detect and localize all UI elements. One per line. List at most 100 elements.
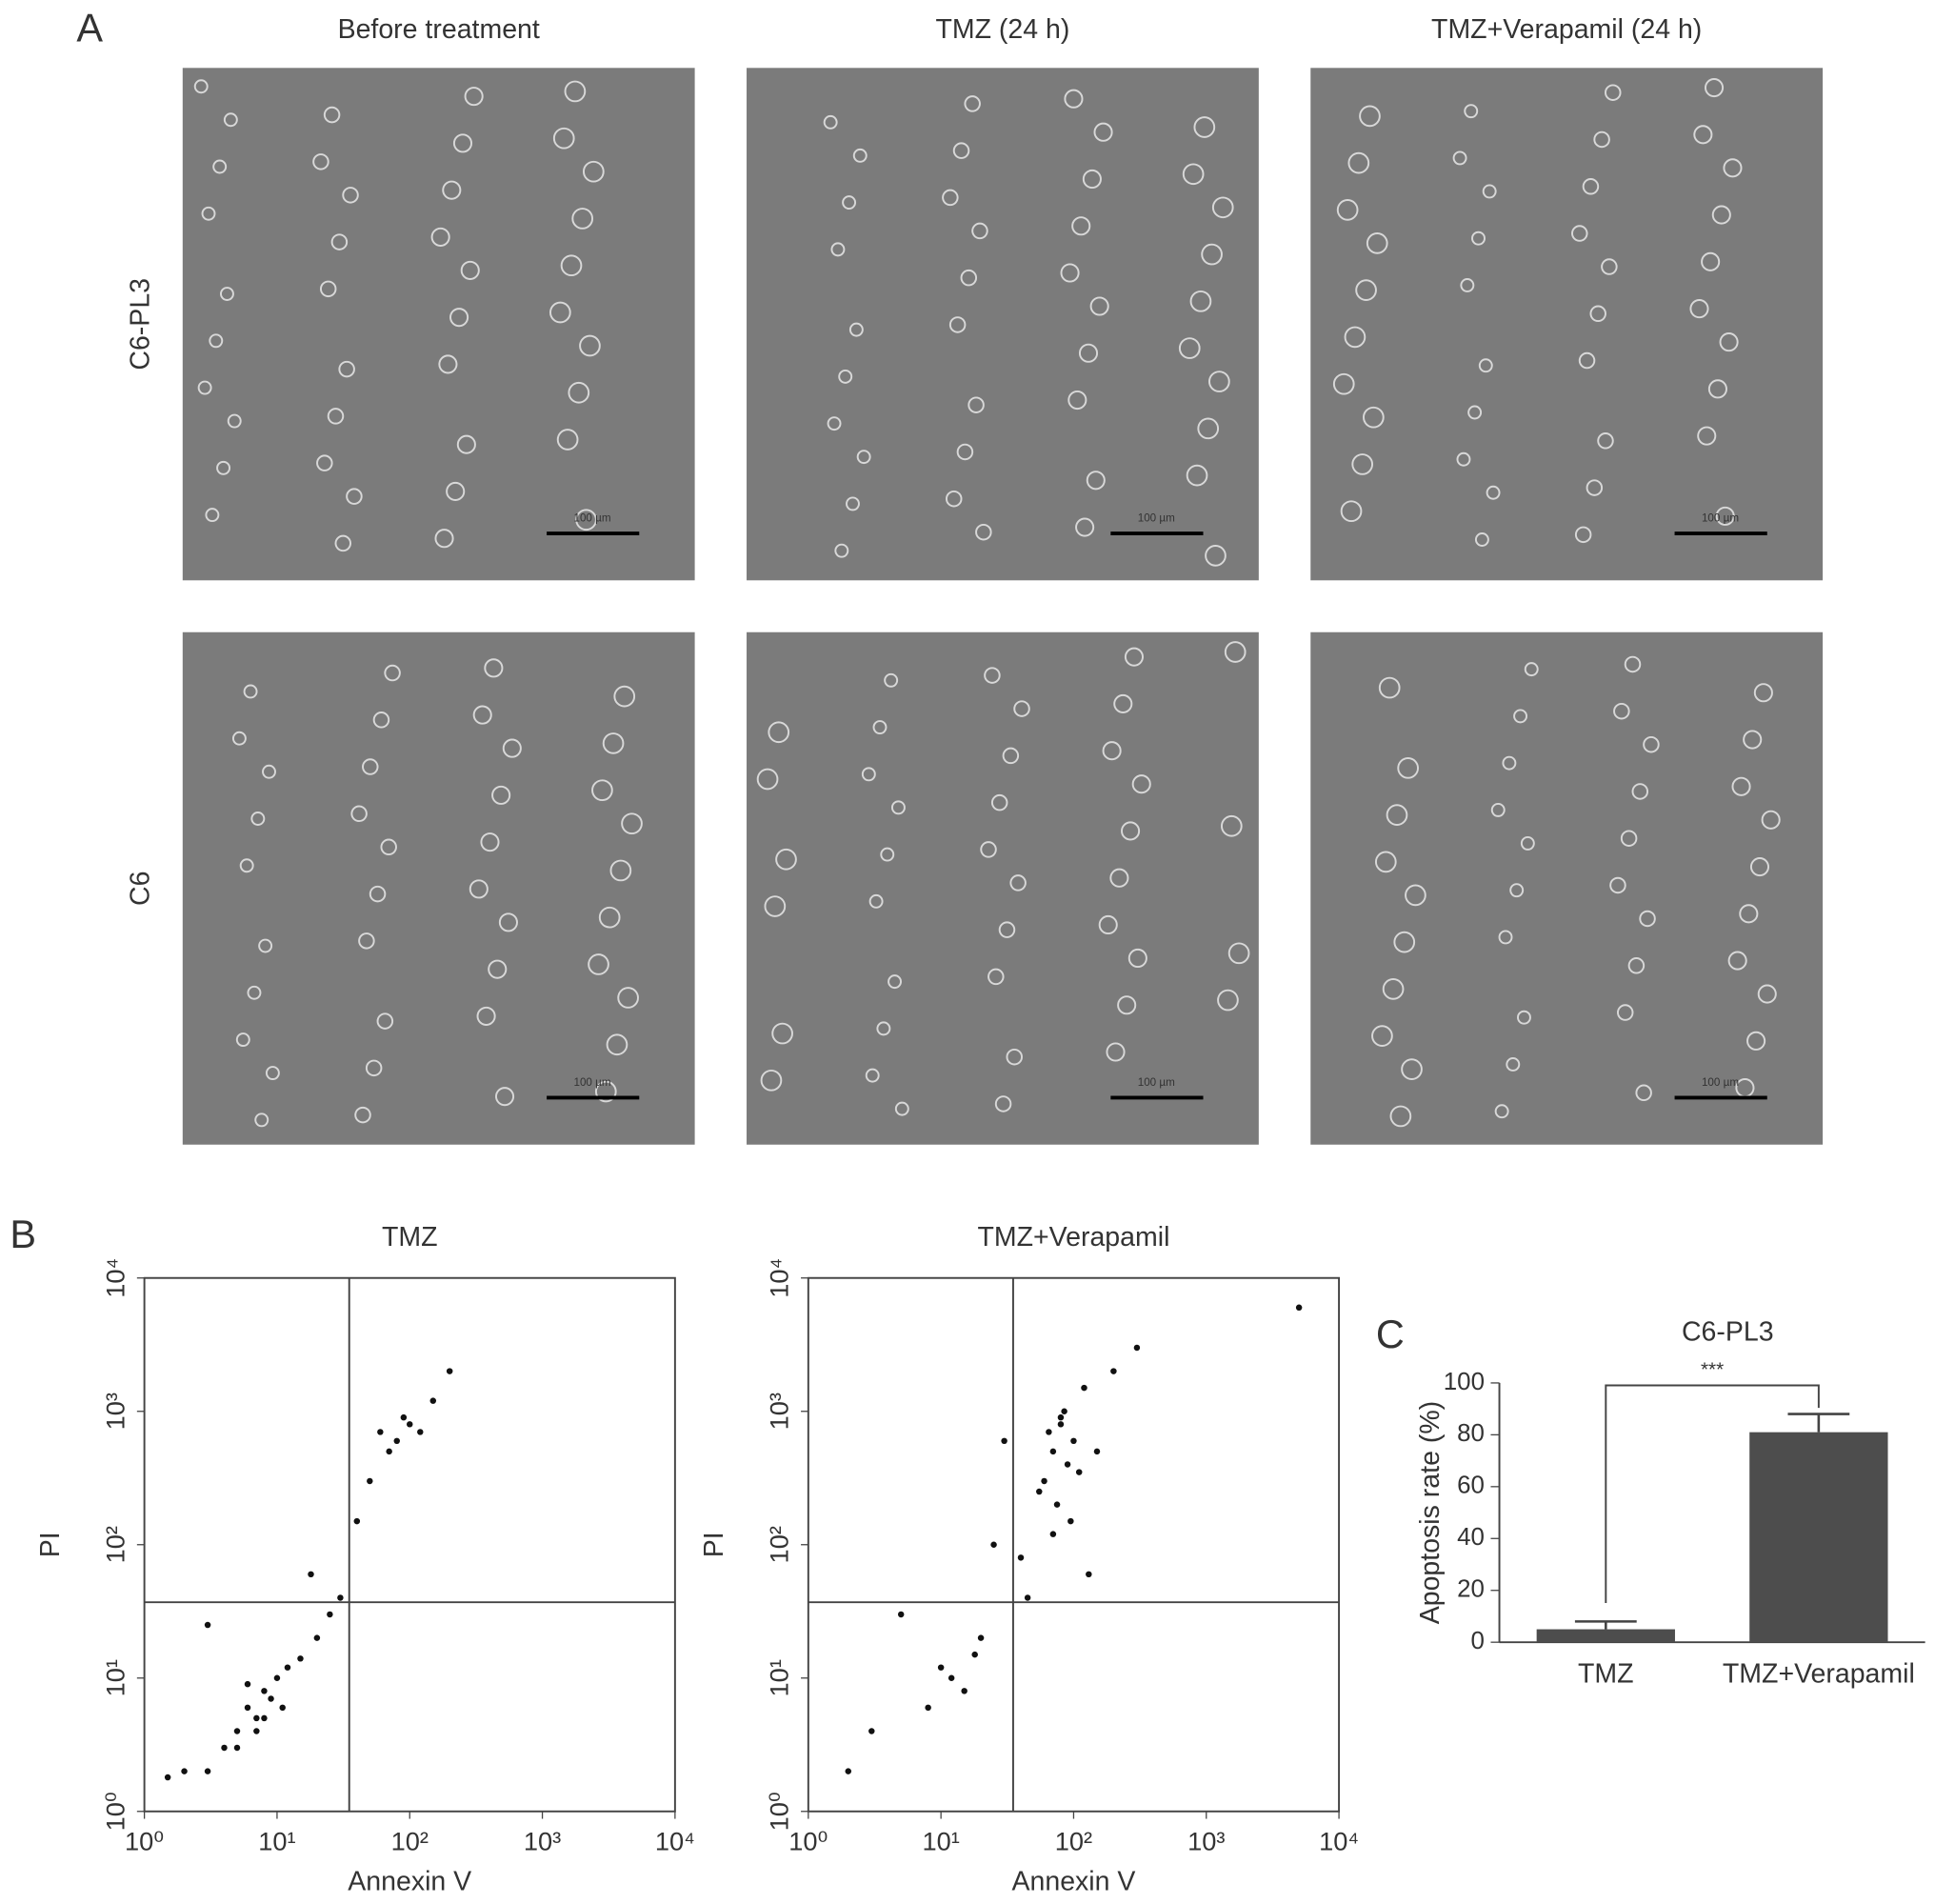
y-tick-label: 10¹: [765, 1659, 794, 1696]
cell: [456, 434, 476, 454]
plot-frame: [807, 1276, 1341, 1813]
cell: [1494, 1104, 1509, 1119]
cell: [1347, 151, 1370, 174]
event-point: [313, 1634, 321, 1641]
bar: [1749, 1432, 1888, 1643]
cell: [1456, 451, 1471, 467]
cell: [1374, 851, 1397, 873]
cell: [212, 159, 228, 174]
y-tick-label: 10⁰: [765, 1792, 794, 1831]
cell: [247, 985, 262, 1000]
cell: [1217, 989, 1239, 1012]
cell: [1378, 676, 1401, 699]
event-point: [327, 1611, 333, 1618]
event-point: [1067, 1517, 1074, 1525]
cell: [1382, 978, 1405, 1000]
cell: [209, 333, 224, 349]
y-tick-label: 60: [1457, 1473, 1485, 1499]
micrograph: [747, 68, 1259, 581]
cell: [549, 301, 571, 324]
cell: [1205, 545, 1227, 567]
column-title: TMZ+Verapamil (24 h): [1431, 14, 1702, 45]
panel-label: B: [10, 1212, 36, 1256]
cell: [1739, 904, 1759, 924]
cell: [1401, 1058, 1423, 1080]
event-point: [1075, 1469, 1083, 1475]
micrograph: [182, 68, 695, 581]
panel-label: C: [1376, 1312, 1405, 1356]
cell: [564, 80, 587, 103]
cell: [1355, 279, 1377, 301]
cell: [494, 1087, 515, 1107]
bar: [1536, 1629, 1675, 1643]
cell: [1201, 243, 1223, 266]
cell: [1460, 278, 1475, 292]
cell: [1189, 290, 1212, 312]
scale-bar-label: 100 µm: [573, 1076, 610, 1089]
event-point: [261, 1714, 268, 1722]
cell: [1589, 305, 1606, 323]
cell: [1486, 485, 1501, 500]
error-bar: [1787, 1413, 1850, 1433]
cell: [888, 974, 902, 990]
micrograph: [182, 631, 695, 1145]
cell: [1089, 296, 1109, 316]
event-point: [367, 1477, 373, 1485]
cell: [223, 112, 238, 128]
x-axis-label: Annexin V: [1011, 1866, 1135, 1896]
panel-label: A: [76, 5, 103, 50]
cell: [1452, 150, 1467, 166]
event-point: [244, 1704, 251, 1712]
cell: [1593, 130, 1610, 149]
x-tick-label: 10⁴: [1319, 1827, 1359, 1856]
cell: [1513, 709, 1528, 724]
cell: [1006, 1048, 1023, 1066]
cell: [594, 1080, 617, 1103]
cell: [1701, 251, 1721, 271]
row-label: C6: [126, 872, 156, 906]
event-point: [1070, 1437, 1077, 1445]
event-point: [1061, 1408, 1067, 1414]
cell: [1193, 116, 1216, 138]
cell: [960, 269, 978, 287]
event-point: [961, 1688, 968, 1694]
cell: [1620, 830, 1638, 847]
cell: [1723, 158, 1743, 178]
event-point: [897, 1611, 905, 1618]
event-point: [1024, 1594, 1031, 1601]
cell: [942, 189, 959, 207]
cell: [1704, 77, 1725, 98]
cell: [464, 87, 484, 107]
event-point: [1053, 1501, 1061, 1508]
cell: [350, 805, 368, 823]
event-point: [164, 1774, 171, 1781]
cell: [1397, 756, 1419, 779]
cell: [890, 800, 906, 815]
cell: [201, 206, 216, 221]
cell: [760, 1069, 783, 1092]
cell: [346, 488, 363, 505]
cell: [1098, 914, 1118, 935]
cell: [193, 79, 209, 94]
cell: [1208, 371, 1230, 392]
cell: [319, 280, 337, 298]
cell: [975, 523, 992, 541]
y-tick-label: 100: [1444, 1369, 1485, 1395]
cell: [609, 859, 632, 882]
cell: [449, 308, 469, 328]
cell: [880, 847, 895, 862]
column-title: Before treatment: [338, 14, 540, 45]
cell: [823, 114, 838, 130]
cell: [327, 408, 345, 425]
cell: [1586, 479, 1604, 496]
cell: [1478, 358, 1493, 373]
cell: [365, 1059, 383, 1077]
event-point: [253, 1728, 260, 1734]
cell: [952, 142, 970, 159]
event-point: [948, 1674, 955, 1682]
cell: [1009, 874, 1027, 892]
y-tick-label: 10³: [100, 1393, 130, 1430]
y-tick-label: 10⁰: [100, 1792, 130, 1831]
cell: [227, 413, 242, 429]
event-point: [1049, 1448, 1057, 1455]
